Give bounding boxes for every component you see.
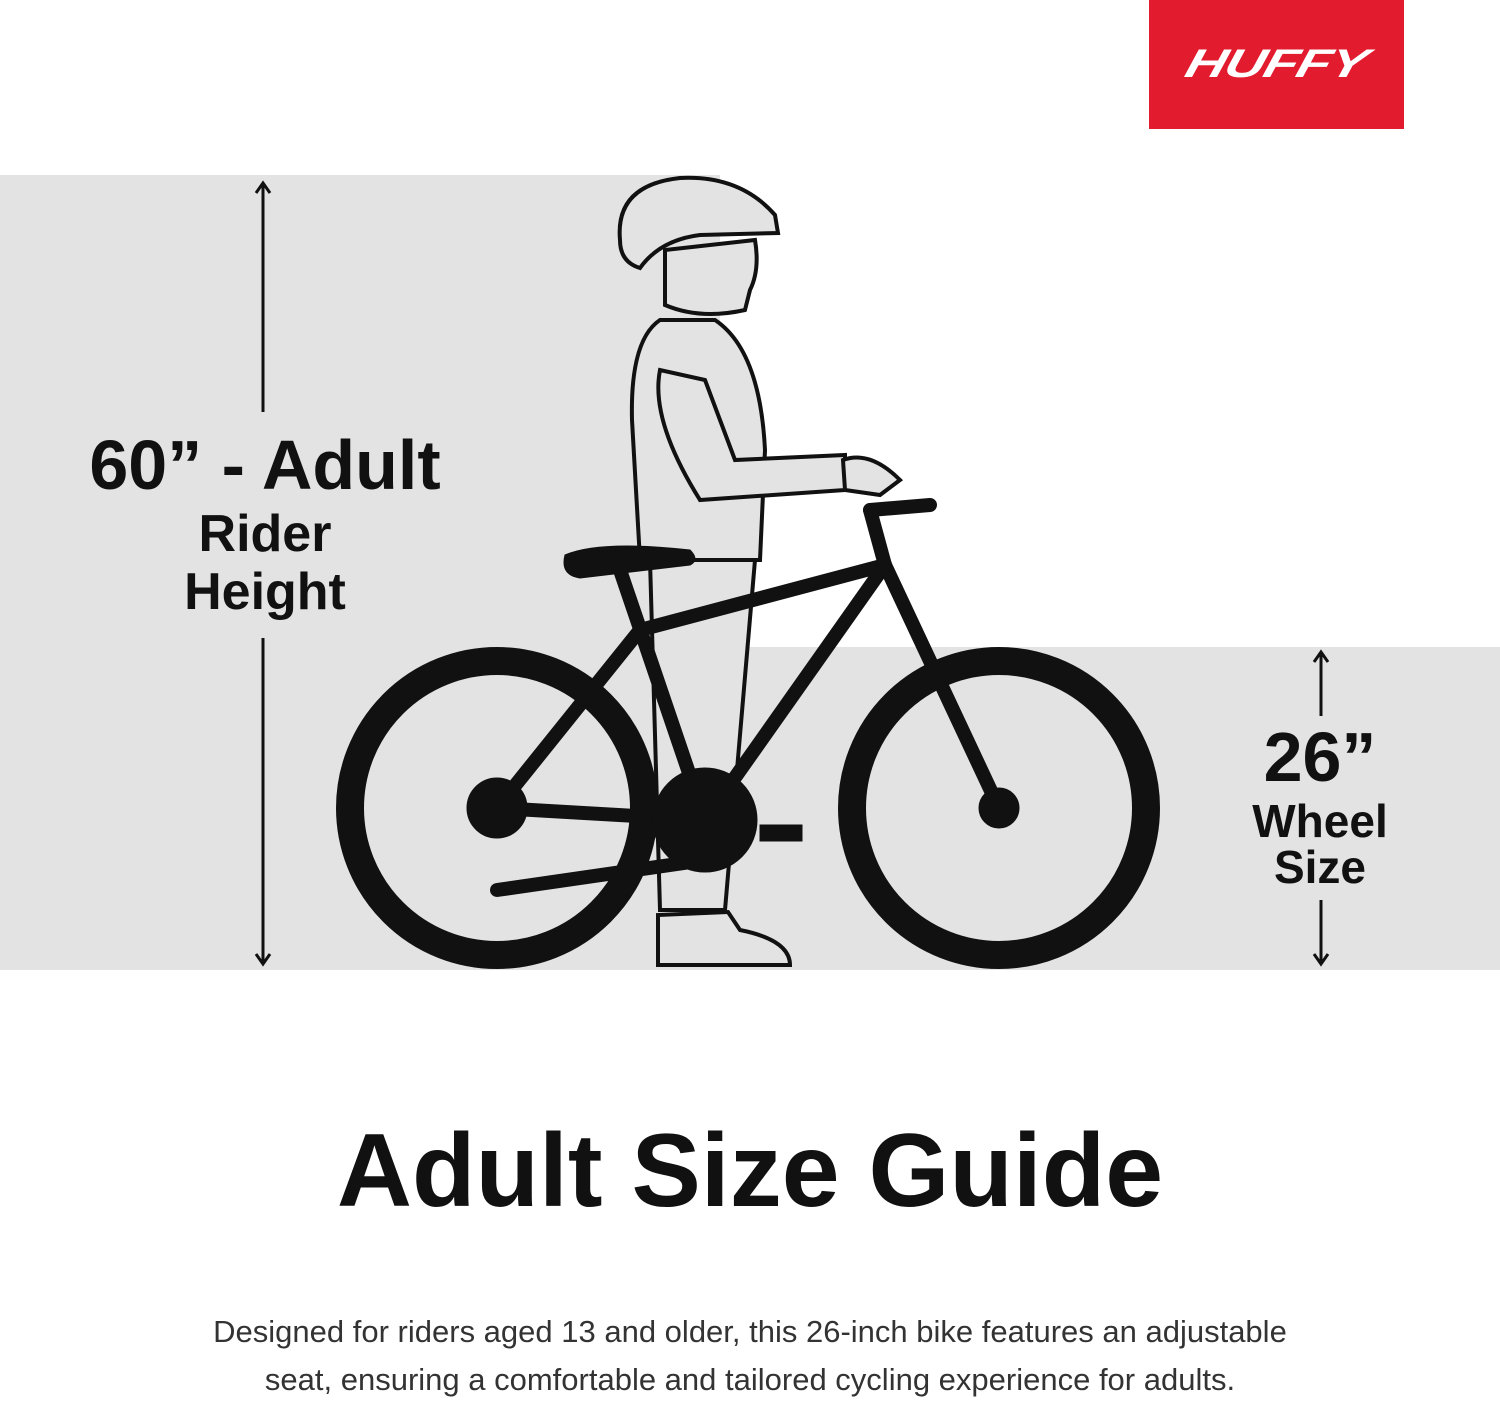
huffy-logo: HUFFY — [1149, 0, 1404, 129]
page-title: Adult Size Guide — [336, 1113, 1164, 1229]
description-line2: seat, ensuring a comfortable and tailore… — [264, 1362, 1236, 1397]
rider-height-value: 60” - Adult — [89, 426, 441, 504]
height-arrow-icon — [254, 180, 272, 967]
wheel-size-line2: Wheel — [1252, 795, 1388, 847]
bike-rider-illustration — [254, 175, 1330, 969]
rider-height-line2: Rider — [198, 505, 332, 563]
wheel-arrow-icon — [1312, 649, 1330, 967]
rider-height-line3: Height — [184, 563, 346, 621]
description-line1: Designed for riders aged 13 and older, t… — [213, 1314, 1287, 1349]
wheel-size-line3: Size — [1273, 841, 1367, 893]
rider-height-label: 60” - Adult Rider Height — [40, 430, 490, 618]
wheel-size-value: 26” — [1263, 718, 1377, 796]
bike — [336, 498, 1160, 969]
description: Designed for riders aged 13 and older, t… — [0, 1308, 1500, 1404]
wheel-size-label: 26” Wheel Size — [1220, 722, 1420, 890]
